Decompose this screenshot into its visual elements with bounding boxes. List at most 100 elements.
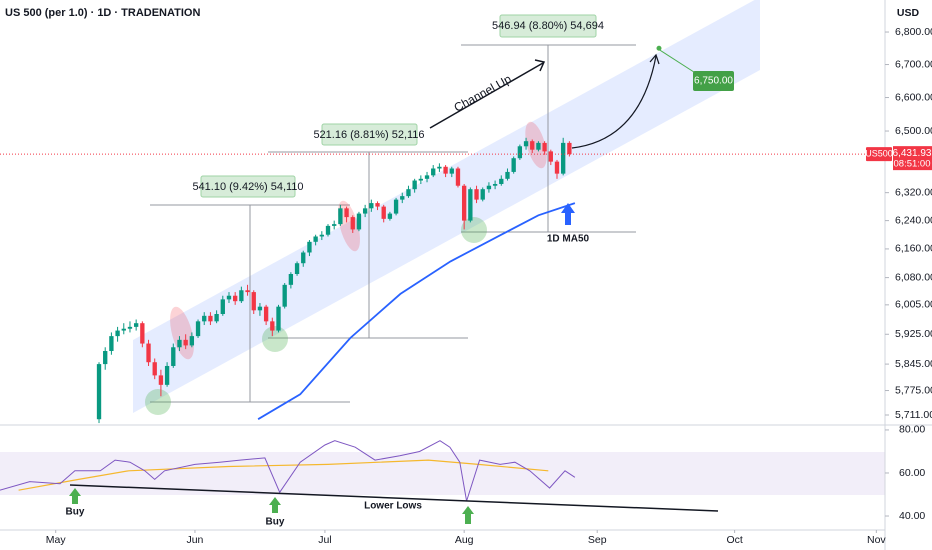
candle-body [325,225,331,235]
candle-body [431,168,436,176]
candle-body [567,142,572,155]
candle-body [443,166,448,174]
x-tick-label: Jun [186,534,203,546]
candle-body [103,350,108,365]
y-tick-label: 5,845.00 [895,358,932,370]
y-tick-label: 6,600.00 [895,91,932,103]
candle-body [115,330,120,337]
measure-label: 521.16 (8.81%) 52,116 [313,129,424,141]
candle-body [263,306,269,322]
measure-box [200,175,296,198]
candle-body [344,208,349,218]
target-point [656,45,662,51]
measures [150,44,636,403]
candle-body [449,168,454,174]
candle-body [511,158,516,172]
y-tick-label: 6,500.00 [895,125,932,137]
candle-body [133,323,139,327]
candle-body [294,263,300,275]
candle-body [561,142,566,174]
channel [133,0,760,413]
arrow [429,62,544,129]
y-tick-label: 6,320.00 [895,186,932,198]
y-tick-label: 5,925.00 [895,328,932,340]
trendline [69,484,719,512]
candle-body [233,295,238,302]
symbol-box [866,147,892,162]
x-tick-label: Aug [455,534,474,546]
candle-body [319,234,324,237]
x-tick-label: Nov [867,534,886,546]
target-label: 6,750.00 [694,76,733,87]
buy-label: Buy [66,507,85,518]
candle-body [301,252,306,264]
candle-body [375,203,380,207]
candle-body [282,284,287,307]
candle-body [195,321,201,337]
highlight [338,200,360,252]
candle-body [177,339,182,348]
candle-body [245,290,250,293]
chart-title: US 500 (per 1.0) · 1D · TRADENATION [5,7,200,19]
candle-body [239,290,244,302]
candle-body [171,347,176,366]
candle-body [127,326,133,329]
target-connector [659,49,698,75]
candle-body [109,336,114,351]
x-tick-label: Sep [588,534,607,546]
candle-body [412,180,417,190]
candle-body [393,199,399,214]
rsi-band [0,452,885,495]
candle-body [146,343,151,363]
y-tick-label: 6,240.00 [895,214,932,226]
candle-body [140,323,145,344]
candle-body [350,217,355,230]
rsi-ma-line [18,459,549,491]
candle-body [362,208,368,214]
highlight [461,217,487,243]
candle-body [338,208,343,225]
candle-body [356,213,362,230]
candle-body [152,362,157,376]
candle-body [121,328,126,331]
candle-body [257,306,263,311]
candle-body [480,189,485,200]
y-tick-label: 6,700.00 [895,58,932,70]
candle-body [492,183,498,186]
measure-label: 546.94 (8.80%) 54,694 [492,20,604,32]
candle-body [288,274,294,285]
candle-body [214,313,219,322]
y-tick-label: 5,775.00 [895,384,932,396]
countdown-label: 08:51:00 [894,159,931,170]
candle-body [381,206,386,219]
candle-body [548,151,553,162]
y-tick-label: 6,800.00 [895,26,932,38]
buy-label: Buy [266,517,285,528]
candle-body [523,141,529,147]
highlight [145,389,171,415]
buy-arrow [269,497,281,513]
rsi-tick-label: 80.00 [899,424,925,436]
projection [571,55,657,149]
candle-body [437,166,442,169]
candle-body [270,321,275,331]
candle-body [220,299,225,314]
candle-body [530,141,535,150]
y-tick-label: 6,005.00 [895,299,932,311]
candle-body [183,339,188,346]
candle-body [369,203,374,209]
candle-body [554,161,560,174]
candle-body [418,178,424,181]
candle-body [461,185,467,221]
candle-body [499,178,504,184]
target-box [693,71,734,91]
candle-body [505,171,510,179]
candle-body [158,375,164,385]
ma-label: 1D MA50 [547,234,590,245]
currency: USD [897,7,920,19]
candle-body [455,168,461,186]
candle-body [164,365,170,385]
price-box [893,146,932,171]
